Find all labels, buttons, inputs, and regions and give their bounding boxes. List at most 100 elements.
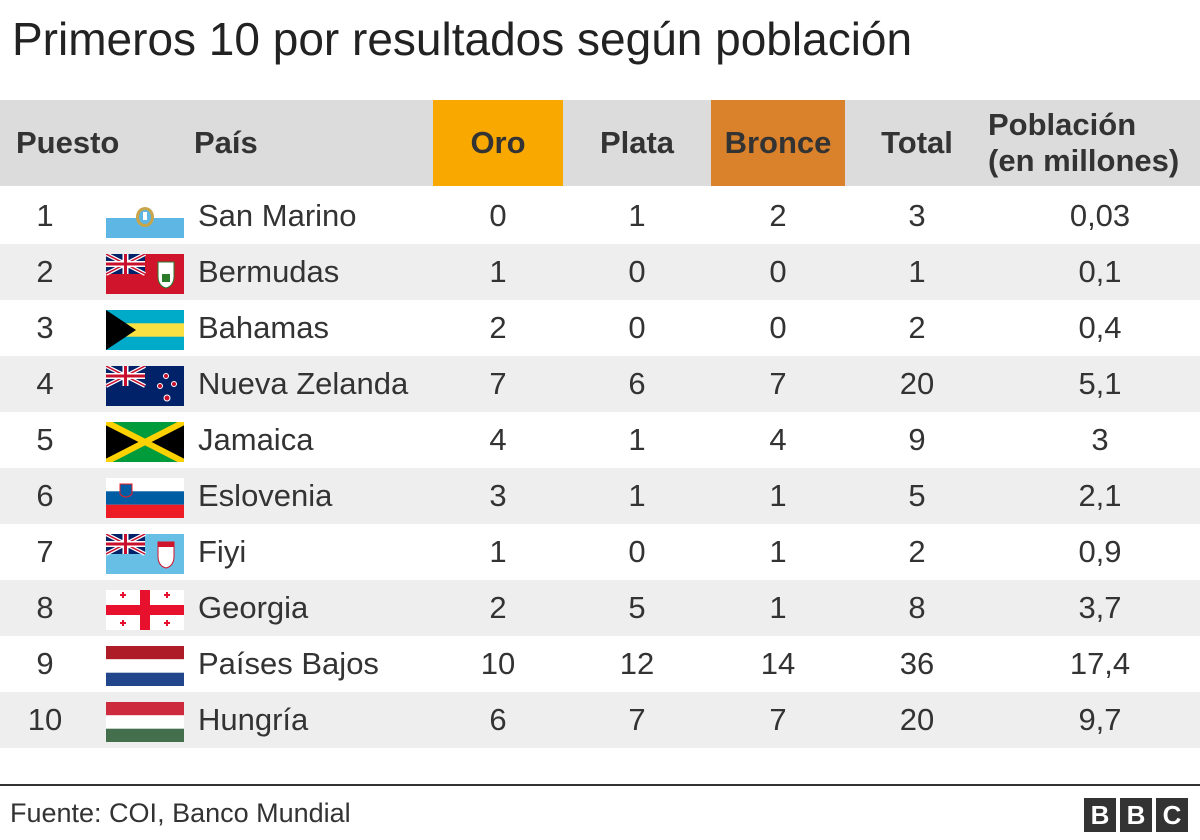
cell-silver: 0 bbox=[628, 254, 646, 289]
cell-total: 20 bbox=[899, 702, 935, 737]
cell-gold: 1 bbox=[489, 254, 507, 289]
cell-gold: 0 bbox=[489, 198, 507, 233]
cell-country: Fiyi bbox=[198, 534, 247, 569]
cell-population: 3 bbox=[1091, 422, 1109, 457]
cell-rank: 1 bbox=[36, 198, 54, 233]
cell-rank: 7 bbox=[36, 534, 54, 569]
cell-total: 8 bbox=[908, 590, 926, 625]
bbc-logo-letter: B bbox=[1120, 798, 1152, 832]
georgia-flag bbox=[106, 590, 184, 630]
cell-bronze: 0 bbox=[769, 310, 787, 345]
table-row: 2 Bermudas 1 0 0 1 0,1 bbox=[0, 244, 1200, 300]
cell-country: Nueva Zelanda bbox=[198, 366, 409, 401]
cell-country: Bahamas bbox=[198, 310, 329, 345]
cell-population: 9,7 bbox=[1078, 702, 1122, 737]
header-population-line2: (en millones) bbox=[988, 143, 1180, 178]
cell-country: Países Bajos bbox=[198, 646, 379, 681]
bbc-logo: B B C bbox=[1084, 798, 1188, 832]
netherlands-flag bbox=[106, 646, 184, 686]
cell-bronze: 0 bbox=[769, 254, 787, 289]
san-marino-flag bbox=[106, 198, 184, 238]
cell-population: 0,1 bbox=[1078, 254, 1122, 289]
header-gold: Oro bbox=[433, 100, 563, 186]
cell-country: Jamaica bbox=[198, 422, 314, 457]
cell-population: 5,1 bbox=[1078, 366, 1122, 401]
table-row: 5 Jamaica 4 1 4 9 3 bbox=[0, 412, 1200, 468]
table-row: 6 Eslovenia 3 1 1 5 2,1 bbox=[0, 468, 1200, 524]
cell-population: 0,03 bbox=[1069, 198, 1131, 233]
cell-total: 5 bbox=[908, 478, 926, 513]
header-silver: Plata bbox=[599, 125, 675, 160]
table-row: 3 Bahamas 2 0 0 2 0,4 bbox=[0, 300, 1200, 356]
cell-rank: 5 bbox=[36, 422, 54, 457]
table-row: 7 Fiyi 1 0 1 2 0,9 bbox=[0, 524, 1200, 580]
cell-rank: 2 bbox=[36, 254, 54, 289]
source-note: Fuente: COI, Banco Mundial bbox=[10, 798, 351, 828]
header-population-line1: Población bbox=[988, 107, 1137, 142]
cell-silver: 0 bbox=[628, 534, 646, 569]
cell-country: San Marino bbox=[198, 198, 357, 233]
cell-bronze: 4 bbox=[769, 422, 787, 457]
cell-bronze: 1 bbox=[769, 534, 787, 569]
cell-silver: 0 bbox=[628, 310, 646, 345]
table-row: 9 Países Bajos 10 12 14 36 17,4 bbox=[0, 636, 1200, 692]
cell-gold: 7 bbox=[489, 366, 507, 401]
cell-bronze: 7 bbox=[769, 366, 787, 401]
table-row: 8 Georgia 2 5 1 8 3,7 bbox=[0, 580, 1200, 636]
cell-silver: 1 bbox=[628, 422, 646, 457]
hungary-flag bbox=[106, 702, 184, 742]
cell-gold: 2 bbox=[489, 590, 507, 625]
cell-population: 2,1 bbox=[1078, 478, 1122, 513]
cell-total: 2 bbox=[908, 534, 926, 569]
cell-total: 20 bbox=[899, 366, 935, 401]
table-header bbox=[0, 100, 1200, 186]
cell-bronze: 1 bbox=[769, 590, 787, 625]
footer-rule bbox=[0, 784, 1200, 786]
cell-silver: 6 bbox=[628, 366, 646, 401]
cell-silver: 5 bbox=[628, 590, 646, 625]
table-row: 10 Hungría 6 7 7 20 9,7 bbox=[0, 692, 1200, 748]
cell-bronze: 1 bbox=[769, 478, 787, 513]
cell-total: 36 bbox=[899, 646, 935, 681]
cell-gold: 3 bbox=[489, 478, 507, 513]
slovenia-flag bbox=[106, 478, 184, 518]
cell-country: Bermudas bbox=[198, 254, 340, 289]
cell-gold: 10 bbox=[480, 646, 516, 681]
cell-rank: 6 bbox=[36, 478, 54, 513]
cell-total: 1 bbox=[908, 254, 926, 289]
header-population: Población (en millones) bbox=[988, 100, 1200, 186]
cell-population: 17,4 bbox=[1069, 646, 1131, 681]
cell-silver: 7 bbox=[628, 702, 646, 737]
header-rank: Puesto bbox=[16, 125, 120, 160]
jamaica-flag bbox=[106, 422, 184, 462]
cell-gold: 4 bbox=[489, 422, 507, 457]
cell-total: 9 bbox=[908, 422, 926, 457]
cell-country: Eslovenia bbox=[198, 478, 333, 513]
chart-title: Primeros 10 por resultados según poblaci… bbox=[12, 13, 913, 65]
bbc-logo-letter: C bbox=[1156, 798, 1188, 832]
cell-bronze: 2 bbox=[769, 198, 787, 233]
table-row: 4 Nueva Zelanda 7 6 7 20 5,1 bbox=[0, 356, 1200, 412]
header-country: País bbox=[194, 125, 258, 160]
bbc-logo-letter: B bbox=[1084, 798, 1116, 832]
cell-population: 0,9 bbox=[1078, 534, 1122, 569]
cell-rank: 3 bbox=[36, 310, 54, 345]
bermuda-flag bbox=[106, 254, 184, 294]
cell-rank: 10 bbox=[27, 702, 63, 737]
new-zealand-flag bbox=[106, 366, 184, 406]
cell-silver: 1 bbox=[628, 198, 646, 233]
cell-rank: 4 bbox=[36, 366, 54, 401]
cell-gold: 6 bbox=[489, 702, 507, 737]
header-total: Total bbox=[881, 125, 953, 160]
cell-silver: 12 bbox=[619, 646, 655, 681]
cell-silver: 1 bbox=[628, 478, 646, 513]
cell-country: Georgia bbox=[198, 590, 309, 625]
cell-gold: 1 bbox=[489, 534, 507, 569]
table-row: 1 San Marino 0 1 2 3 0,03 bbox=[0, 188, 1200, 244]
cell-bronze: 14 bbox=[760, 646, 796, 681]
cell-gold: 2 bbox=[489, 310, 507, 345]
cell-bronze: 7 bbox=[769, 702, 787, 737]
cell-country: Hungría bbox=[198, 702, 309, 737]
cell-population: 3,7 bbox=[1078, 590, 1122, 625]
cell-total: 2 bbox=[908, 310, 926, 345]
